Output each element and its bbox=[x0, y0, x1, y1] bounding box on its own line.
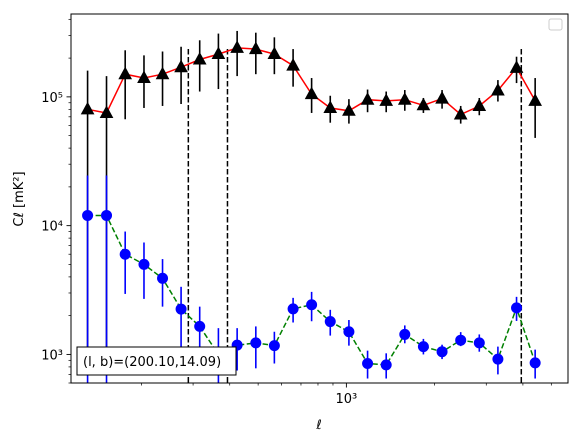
series-1-point bbox=[80, 101, 95, 115]
series-1-point bbox=[155, 66, 170, 80]
series-1-point bbox=[379, 93, 394, 106]
series-2-point bbox=[157, 272, 169, 284]
series-1-point bbox=[192, 51, 207, 65]
ticks bbox=[66, 18, 552, 388]
annotation-frame bbox=[76, 346, 237, 376]
series-1-point bbox=[397, 92, 412, 105]
series-1-point bbox=[248, 41, 263, 55]
series-2-point bbox=[175, 303, 187, 315]
x-tick-label: 10³ bbox=[336, 392, 358, 407]
series-1-point bbox=[491, 82, 505, 96]
series-1-point bbox=[323, 100, 338, 113]
series-1-point bbox=[174, 59, 188, 73]
series-2-point bbox=[455, 334, 467, 346]
series-2-point bbox=[399, 328, 411, 340]
annotation-box: (l, b)=(200.10,14.09) bbox=[76, 346, 237, 376]
series-2-point bbox=[511, 302, 523, 314]
series-2-point bbox=[287, 303, 299, 315]
series-2-point bbox=[250, 337, 262, 349]
series-1-point bbox=[118, 66, 133, 80]
annotation-text: (l, b)=(200.10,14.09) bbox=[83, 355, 221, 370]
series-1-point bbox=[509, 60, 524, 73]
series-2-point bbox=[492, 353, 504, 365]
series-1-point bbox=[435, 91, 449, 104]
series-2-point bbox=[417, 341, 429, 353]
series-1-point bbox=[99, 105, 114, 118]
series-2-point bbox=[194, 320, 206, 332]
series-2-point bbox=[362, 358, 374, 370]
series-2-point bbox=[324, 316, 336, 328]
series-1-point bbox=[528, 93, 542, 106]
y-tick-label: 10⁴ bbox=[41, 220, 63, 235]
series-2-point bbox=[82, 209, 94, 221]
series-1-point bbox=[137, 70, 151, 84]
series-1-point bbox=[416, 97, 431, 111]
y-axis-label: Cℓ [mK²] bbox=[12, 171, 27, 226]
series-1-point bbox=[230, 40, 244, 53]
series-1-point bbox=[286, 58, 300, 71]
series-1-point bbox=[342, 103, 356, 116]
series-2-point bbox=[268, 340, 280, 352]
series-2-point bbox=[473, 337, 485, 349]
axes-frame bbox=[70, 13, 569, 384]
series-1-point bbox=[211, 46, 226, 60]
series-2-point bbox=[119, 248, 131, 260]
y-tick-label: 10⁵ bbox=[41, 91, 63, 106]
series-2-line bbox=[87, 214, 536, 366]
series-1-point bbox=[453, 106, 468, 120]
series-2-point bbox=[529, 357, 541, 369]
tick-labels: 10³ 10³ 10⁴ 10⁵ bbox=[41, 91, 357, 407]
legend-box bbox=[548, 18, 563, 31]
y-tick-label: 10³ bbox=[41, 348, 63, 363]
series-1-point bbox=[267, 46, 282, 60]
series-1-point bbox=[304, 86, 319, 100]
series-2-point bbox=[101, 209, 113, 221]
series-2-point bbox=[306, 299, 318, 311]
plot-content bbox=[80, 30, 542, 383]
series-1-point bbox=[472, 98, 487, 111]
series-1-point bbox=[360, 92, 375, 105]
series-2-point bbox=[138, 258, 150, 270]
series-2-point bbox=[343, 326, 355, 338]
x-axis-label: ℓ bbox=[315, 418, 321, 433]
series-2-point bbox=[380, 359, 392, 371]
plot-area bbox=[80, 30, 542, 383]
series-2-point bbox=[436, 346, 448, 358]
